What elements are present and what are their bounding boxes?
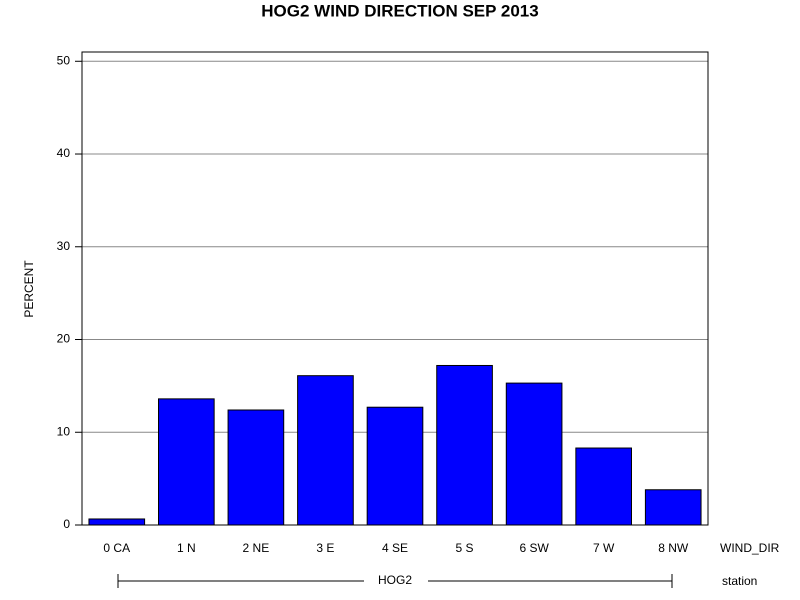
x-tick-label: 8 NW [658, 541, 689, 555]
plot-frame [81, 51, 709, 526]
bar [227, 409, 285, 526]
y-tick-label: 40 [57, 146, 71, 160]
x-tick-label: 6 SW [519, 541, 549, 555]
x-tick-label: 3 E [316, 541, 334, 555]
chart-title: HOG2 WIND DIRECTION SEP 2013 [261, 1, 538, 20]
x-tick-label: 4 SE [382, 541, 408, 555]
bar [88, 518, 146, 526]
group-label: HOG2 [378, 573, 412, 587]
bar [644, 489, 702, 526]
y-tick-label: 0 [63, 517, 70, 531]
bar [436, 364, 493, 526]
plot-area: 0 10 20 30 40 50 0 CA 1 N 2 NE 3 E 4 SE 5 S 6 SW 7 W 8… [57, 53, 708, 555]
bar [366, 406, 424, 526]
bar [505, 382, 563, 526]
bar [575, 447, 632, 526]
y-tick-label: 50 [57, 53, 71, 67]
x-axis-label: WIND_DIR [720, 541, 780, 555]
x-tick-label: 1 N [177, 541, 196, 555]
x-tick-label: 0 CA [103, 541, 130, 555]
group-axis-label: station [722, 574, 757, 588]
bar [158, 398, 215, 526]
x-tick-label: 5 S [456, 541, 474, 555]
y-tick-label: 10 [57, 424, 71, 438]
x-tick-label: 2 NE [243, 541, 270, 555]
x-tick-label: 7 W [593, 541, 615, 555]
y-tick-label: 30 [57, 239, 71, 253]
y-axis-label: PERCENT [22, 260, 36, 318]
bar [297, 375, 354, 526]
y-tick-label: 20 [57, 332, 71, 346]
